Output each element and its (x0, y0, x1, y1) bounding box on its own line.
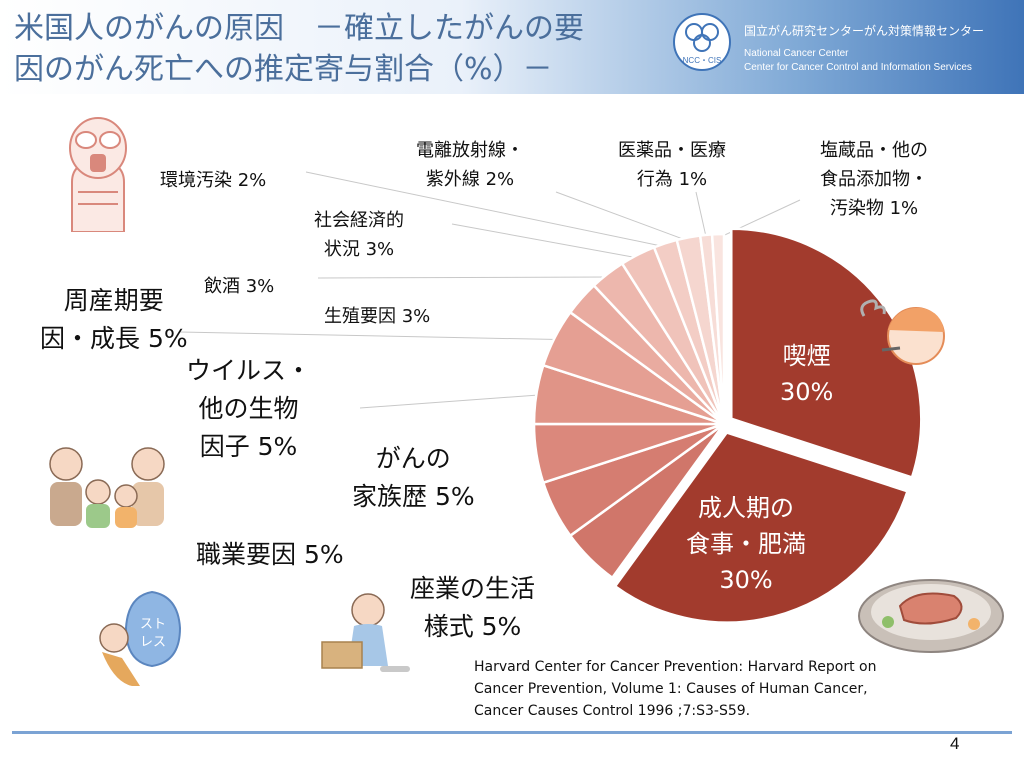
slice-label-text: 周産期要 (63, 286, 164, 315)
pie-slice-salt_additives (710, 232, 726, 425)
org-name-ja: 国立がん研究センターがん対策情報センター (744, 24, 985, 38)
slice-value-alcohol: 3% (245, 276, 275, 297)
slice-label-family_history: がんの家族歴 5% (352, 440, 475, 516)
slice-label-text: 社会経済的 (314, 210, 404, 231)
slice-value-salt_additives: 1% (889, 198, 919, 219)
slice-label-text: 生殖要因 3% (324, 306, 431, 327)
title-line-2: 因のがん死亡への推定寄与割合（%）－ (14, 52, 553, 87)
slice-label-text: 汚染物 1% (829, 198, 919, 219)
slice-label-text: 喫煙 (782, 342, 831, 370)
desk-worker-icon (321, 593, 410, 672)
stress-text-1: スト (140, 617, 166, 632)
slice-label-text: 状況 3% (323, 239, 395, 260)
slice-label-reproductive: 生殖要因 3% (324, 302, 430, 331)
slice-label-smoking: 喫煙 30% (780, 338, 833, 410)
slice-label-text: 食品添加物・ (820, 169, 928, 190)
pie-slice-smoking (730, 227, 923, 479)
family-icon (49, 447, 165, 528)
slice-label-text: がんの (375, 444, 451, 473)
slice-label-occupational: 職業要因 5% (196, 536, 344, 574)
slice-value-socioeconomic: 3% (365, 239, 395, 260)
footer-divider (12, 731, 1012, 734)
stress-person-icon: スト レス (99, 590, 182, 686)
slice-value-perinatal: 5% (147, 324, 188, 353)
slice-label-text: 飲酒 3% (204, 276, 275, 297)
pie-slice-diet (613, 431, 910, 624)
leader-line-perinatal (179, 331, 559, 341)
slice-value-radiation: 2% (485, 169, 515, 190)
slice-label-text: 電離放射線・ (416, 140, 524, 161)
slice-label-perinatal: 周産期要因・成長 5% (40, 282, 188, 358)
page-number: 4 (950, 734, 960, 753)
leader-line-radiation (555, 191, 690, 242)
slice-label-text: 家族歴 5% (352, 482, 475, 511)
slice-label-salt_additives: 塩蔵品・他の 食品添加物・ 汚染物 1% (820, 136, 928, 223)
header-banner (0, 0, 1024, 94)
slice-label-text: 因子 5% (199, 432, 298, 461)
steak-plate-icon (858, 579, 1004, 653)
leader-line-pollution (305, 171, 667, 248)
org-name-en-1: National Cancer Center (744, 48, 849, 59)
slice-value-family_history: 5% (434, 482, 475, 511)
slice-label-diet: 成人期の食事・肥満 30% (686, 490, 806, 598)
stress-text-2: レス (140, 635, 166, 650)
slice-label-text: 医薬品・医療 (618, 140, 726, 161)
leader-line-socioeconomic (451, 223, 640, 259)
slice-label-text: 様式 5% (423, 612, 522, 641)
slice-label-sedentary: 座業の生活様式 5% (410, 570, 535, 646)
slice-label-medical: 医薬品・医療 行為 1% (618, 136, 726, 194)
title-line-1: 米国人のがんの原因 －確立したがんの要 (14, 11, 584, 46)
slice-value-pollution: 2% (237, 170, 267, 191)
slice-label-text: 紫外線 2% (425, 169, 515, 190)
slice-label-text: 座業の生活 (410, 574, 536, 603)
slice-label-text: ウイルス・ (186, 356, 312, 385)
slice-label-text: 行為 1% (636, 169, 708, 190)
slice-label-radiation: 電離放射線・ 紫外線 2% (416, 136, 524, 194)
pie-slices (532, 227, 923, 624)
slice-label-pollution: 環境汚染 2% (160, 166, 266, 195)
org-name-en-2: Center for Cancer Control and Informatio… (744, 62, 972, 73)
slice-label-virus: ウイルス・他の生物因子 5% (186, 352, 311, 466)
leader-lines (179, 171, 801, 409)
slice-value-occupational: 5% (303, 540, 344, 569)
ncc-logo-icon: NCC・CIS (673, 13, 731, 71)
slice-label-text: 職業要因 5% (196, 540, 344, 569)
slice-label-alcohol: 飲酒 3% (204, 272, 274, 301)
slice-value-medical: 1% (678, 169, 708, 190)
slice-value-diet: 30% (719, 566, 773, 594)
logo-text: NCC・CIS (683, 56, 722, 65)
slide-title: 米国人のがんの原因 －確立したがんの要 因のがん死亡への推定寄与割合（%）－ (14, 8, 694, 90)
slice-label-socioeconomic: 社会経済的状況 3% (314, 206, 404, 264)
source-citation: Harvard Center for Cancer Prevention: Ha… (474, 659, 877, 719)
slice-value-smoking: 30% (780, 378, 834, 406)
leader-line-virus (359, 394, 541, 409)
masked-person-icon (69, 117, 127, 232)
slice-value-virus: 5% (257, 432, 298, 461)
slice-label-text: 他の生物 (198, 394, 299, 423)
slice-label-text: 成人期の (698, 494, 794, 522)
slice-label-text: 塩蔵品・他の (820, 140, 928, 161)
slice-label-text: 環境汚染 2% (160, 170, 267, 191)
leader-line-alcohol (317, 276, 611, 279)
smoking-person-icon (860, 299, 945, 365)
slice-value-sedentary: 5% (481, 612, 522, 641)
slice-label-text: 因・成長 5% (40, 324, 188, 353)
leader-line-medical (695, 191, 707, 239)
slice-value-reproductive: 3% (401, 306, 431, 327)
slice-label-text: 食事・肥満 (686, 530, 806, 558)
